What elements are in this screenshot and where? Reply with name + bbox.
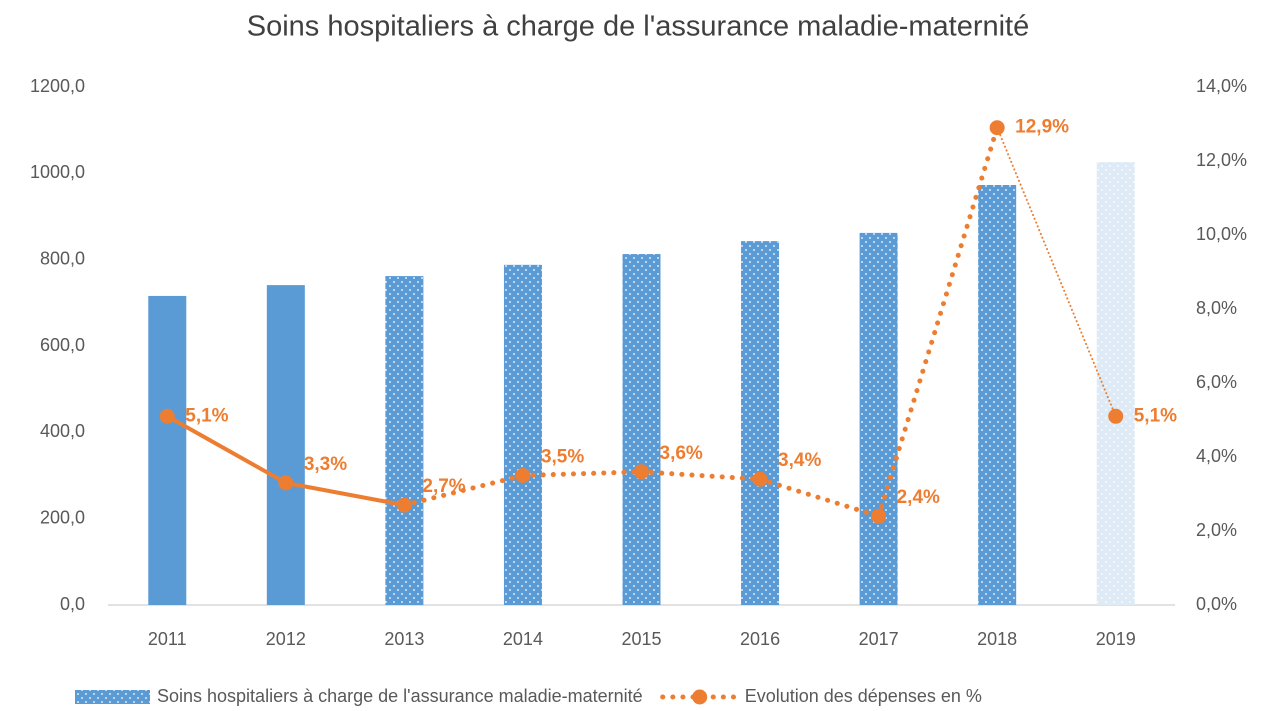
x-tick-label: 2019 xyxy=(1096,629,1136,649)
data-label: 5,1% xyxy=(185,405,228,426)
line-marker xyxy=(634,464,649,480)
y2-tick-label: 12,0% xyxy=(1196,150,1247,170)
line-segment xyxy=(285,480,405,508)
bar xyxy=(1096,162,1135,606)
bar xyxy=(385,276,424,605)
line-marker xyxy=(396,497,412,513)
legend-label: Soins hospitaliers à charge de l'assuran… xyxy=(157,686,643,706)
data-label: 5,1% xyxy=(1134,405,1177,426)
line-segment xyxy=(876,125,1000,519)
y-tick-label: 400,0 xyxy=(40,421,85,441)
line-segment xyxy=(401,473,526,508)
line-marker xyxy=(752,471,768,487)
y2-tick-label: 8,0% xyxy=(1196,298,1237,318)
legend-swatch xyxy=(75,690,150,704)
bar xyxy=(622,254,661,605)
line-segment xyxy=(996,126,1117,418)
data-label: 2,4% xyxy=(897,487,940,508)
data-label: 2,7% xyxy=(422,476,465,497)
bar xyxy=(266,285,305,605)
legend-label: Evolution des dépenses en % xyxy=(745,686,982,706)
x-tick-label: 2013 xyxy=(384,629,424,649)
x-tick-label: 2014 xyxy=(503,629,543,649)
y2-tick-label: 2,0% xyxy=(1196,520,1237,540)
y-tick-label: 600,0 xyxy=(40,335,85,355)
x-tick-label: 2015 xyxy=(621,629,661,649)
x-tick-label: 2018 xyxy=(977,629,1017,649)
y-tick-label: 0,0 xyxy=(60,594,85,614)
line-segment xyxy=(520,469,644,478)
y-tick-label: 1200,0 xyxy=(30,76,85,96)
bar xyxy=(503,264,542,605)
line-marker xyxy=(278,475,294,491)
line-segment xyxy=(757,476,882,519)
line-segment xyxy=(166,414,287,485)
line-marker xyxy=(989,120,1005,136)
line-segment xyxy=(639,469,763,482)
data-label: 12,9% xyxy=(1015,117,1069,138)
bar xyxy=(978,184,1017,605)
line-marker xyxy=(515,468,531,483)
y-tick-label: 200,0 xyxy=(40,507,85,527)
line-marker xyxy=(159,408,175,424)
chart-title: Soins hospitaliers à charge de l'assuran… xyxy=(247,11,1030,43)
x-tick-label: 2012 xyxy=(266,629,306,649)
y2-tick-label: 4,0% xyxy=(1196,446,1237,466)
y2-tick-label: 6,0% xyxy=(1196,372,1237,392)
bar xyxy=(859,232,898,606)
data-label: 3,5% xyxy=(541,447,584,468)
x-tick-label: 2011 xyxy=(148,629,187,649)
y2-tick-label: 0,0% xyxy=(1196,594,1237,614)
y2-tick-label: 14,0% xyxy=(1196,76,1247,96)
data-label: 3,3% xyxy=(304,454,347,475)
bar xyxy=(148,295,187,605)
line-marker xyxy=(871,508,887,524)
y2-tick-label: 10,0% xyxy=(1196,224,1247,244)
legend-marker xyxy=(692,689,708,705)
y-tick-label: 1000,0 xyxy=(30,162,85,182)
line-marker xyxy=(1108,408,1124,424)
bar xyxy=(741,241,780,606)
y-tick-label: 800,0 xyxy=(40,248,85,268)
data-label: 3,6% xyxy=(660,443,703,464)
x-tick-label: 2017 xyxy=(859,629,899,649)
x-tick-label: 2016 xyxy=(740,629,780,649)
data-label: 3,4% xyxy=(778,450,821,471)
